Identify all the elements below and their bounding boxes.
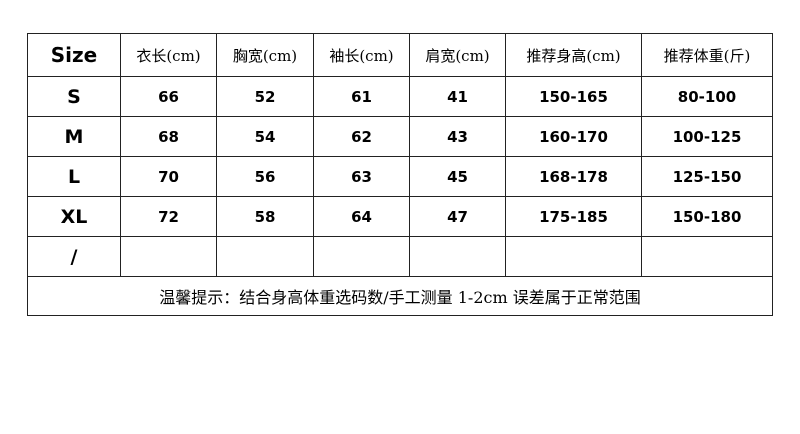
table-cell — [505, 236, 642, 277]
header-cell: 衣长(cm) — [120, 33, 217, 77]
header-cell: 袖长(cm) — [313, 33, 410, 77]
size-label: XL — [27, 196, 121, 237]
header-cell: 肩宽(cm) — [409, 33, 506, 77]
table-cell: 100-125 — [641, 116, 773, 157]
table-cell: 150-165 — [505, 76, 642, 117]
size-label: M — [27, 116, 121, 157]
size-label: S — [27, 76, 121, 117]
header-cell: 胸宽(cm) — [216, 33, 314, 77]
table-cell: 70 — [120, 156, 217, 197]
table-cell: 80-100 — [641, 76, 773, 117]
table-cell: 63 — [313, 156, 410, 197]
table-cell: 150-180 — [641, 196, 773, 237]
table-cell: 72 — [120, 196, 217, 237]
table-cell: 52 — [216, 76, 314, 117]
size-label: L — [27, 156, 121, 197]
table-row: XL 72 58 64 47 175-185 150-180 — [27, 196, 773, 237]
table-cell: 56 — [216, 156, 314, 197]
table-cell: 58 — [216, 196, 314, 237]
header-size: Size — [27, 33, 121, 77]
table-cell: 160-170 — [505, 116, 642, 157]
header-cell: 推荐身高(cm) — [505, 33, 642, 77]
header-row: Size 衣长(cm) 胸宽(cm) 袖长(cm) 肩宽(cm) 推荐身高(cm) 推荐体重… — [27, 33, 773, 77]
table-cell: 47 — [409, 196, 506, 237]
size-label: / — [27, 236, 121, 277]
table-row: M 68 54 62 43 160-170 100-125 — [27, 116, 773, 157]
table-cell: 64 — [313, 196, 410, 237]
table-cell: 68 — [120, 116, 217, 157]
table-cell — [120, 236, 217, 277]
measurement-note: 温馨提示：结合身高体重选码数/手工测量 1-2cm 误差属于正常范围 — [27, 276, 773, 316]
table-cell — [409, 236, 506, 277]
table-cell: 41 — [409, 76, 506, 117]
note-row: 温馨提示：结合身高体重选码数/手工测量 1-2cm 误差属于正常范围 — [27, 276, 773, 316]
table-cell: 45 — [409, 156, 506, 197]
table-row: / — [27, 236, 773, 277]
table-cell — [313, 236, 410, 277]
table-cell: 62 — [313, 116, 410, 157]
table-row: L 70 56 63 45 168-178 125-150 — [27, 156, 773, 197]
table-cell: 61 — [313, 76, 410, 117]
table-cell: 43 — [409, 116, 506, 157]
table-cell — [216, 236, 314, 277]
header-cell: 推荐体重(斤) — [641, 33, 773, 77]
size-chart-table: Size 衣长(cm) 胸宽(cm) 袖长(cm) 肩宽(cm) 推荐身高(cm) 推荐体重… — [27, 33, 773, 316]
table-row: S 66 52 61 41 150-165 80-100 — [27, 76, 773, 117]
table-cell — [641, 236, 773, 277]
table-cell: 66 — [120, 76, 217, 117]
table-cell: 54 — [216, 116, 314, 157]
table-cell: 175-185 — [505, 196, 642, 237]
table-cell: 125-150 — [641, 156, 773, 197]
table-cell: 168-178 — [505, 156, 642, 197]
